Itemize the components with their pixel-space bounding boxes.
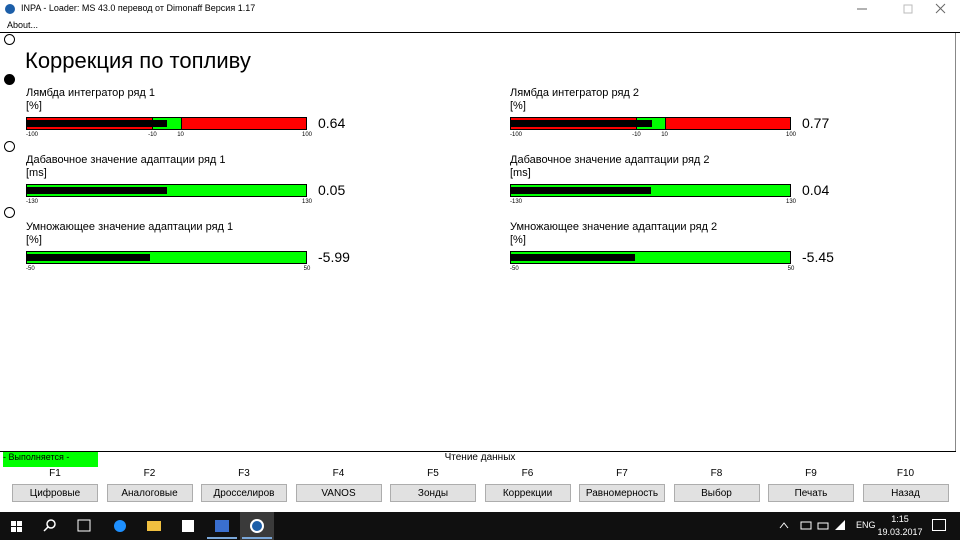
function-key: F9 (805, 468, 817, 479)
radio[interactable] (4, 141, 15, 152)
border (955, 33, 956, 451)
bar-zone-red (180, 117, 307, 130)
gauge-unit: [%] (26, 100, 42, 112)
value-bar (510, 254, 636, 261)
gauge-value: 0.04 (802, 182, 830, 198)
page-title: Коррекция по топливу (25, 48, 251, 73)
value-bar (26, 120, 168, 127)
scale-tick-label: -10 (148, 132, 157, 138)
taskbar-icons[interactable] (0, 512, 300, 540)
scale-tick (636, 117, 638, 130)
gauge-unit: [%] (510, 100, 526, 112)
scale-tick-label: -10 (632, 132, 641, 138)
separator (0, 32, 960, 33)
scale-min: -100 (510, 132, 523, 138)
function-button[interactable]: Зонды (390, 484, 476, 502)
scale-tick-label: 10 (177, 132, 184, 138)
bar-zone-red (664, 117, 791, 130)
gauge-unit: [%] (510, 234, 526, 246)
function-key: F4 (332, 468, 345, 479)
function-button[interactable]: Печать (768, 484, 854, 502)
scale-tick (664, 117, 666, 130)
function-button[interactable]: Коррекции (484, 484, 571, 502)
gauge-label: Лямбда интегратор ряд 2 (510, 87, 640, 99)
gauge-unit: [%] (26, 234, 42, 246)
function-button[interactable]: Назад (862, 484, 949, 502)
gauge-value: -5.45 (802, 249, 834, 265)
gauge-unit: [ms] (510, 167, 531, 179)
value-bar (510, 187, 651, 194)
gauge-label: Дабавочное значение адаптации ряд 2 (510, 154, 710, 166)
gauge-value: 0.64 (318, 115, 346, 131)
function-key: F2 (143, 468, 156, 479)
tray-icons[interactable] (775, 512, 850, 540)
scale-min: -130 (510, 199, 523, 205)
gauge-value: 0.77 (802, 115, 830, 131)
scale-min: -130 (26, 199, 39, 205)
function-button[interactable]: Выбор (673, 484, 760, 502)
function-button[interactable]: Равномерность (579, 484, 665, 502)
radio[interactable] (4, 207, 15, 218)
window-title: INPA - Loader: MS 43.0 перевод от Dimona… (21, 3, 256, 13)
scale-max: 100 (785, 132, 796, 138)
clock-date[interactable]: 19.03.2017 (877, 527, 923, 537)
gauge-unit: [ms] (26, 167, 47, 179)
clock-time[interactable]: 1:15 (891, 514, 909, 524)
scale-tick (152, 117, 154, 130)
language[interactable]: ENG (856, 520, 876, 530)
scale-min: -50 (510, 266, 519, 272)
gauge-label: Дабавочное значение адаптации ряд 1 (26, 154, 226, 166)
function-key: F8 (710, 468, 723, 479)
notifications[interactable] (932, 519, 946, 531)
function-key: F7 (616, 468, 628, 479)
scale-min: -100 (26, 132, 39, 138)
scale-max: 130 (301, 199, 312, 205)
separator (0, 451, 956, 452)
scale-max: 130 (785, 199, 796, 205)
scale-min: -50 (26, 266, 35, 272)
function-button[interactable]: Дросселиров (201, 484, 287, 502)
scale-max: 50 (303, 266, 311, 272)
gauge-label: Умножающее значение адаптации ряд 1 (26, 221, 234, 233)
scale-max: 50 (787, 266, 795, 272)
gauge-label: Умножающее значение адаптации ряд 2 (510, 221, 718, 233)
title-bar (0, 0, 960, 18)
function-button[interactable]: Аналоговые (106, 484, 193, 502)
function-button[interactable]: Цифровые (12, 484, 98, 502)
function-button[interactable]: VANOS (295, 484, 382, 502)
value-bar (26, 187, 167, 194)
scale-tick (180, 117, 182, 130)
function-key: F1 (49, 468, 61, 479)
status-message: Чтение данных (444, 452, 516, 463)
function-key: F3 (238, 468, 250, 479)
status-state: - Выполняется - (3, 452, 98, 467)
app-icon (5, 4, 15, 14)
radio[interactable] (4, 74, 15, 85)
gauge-label: Лямбда интегратор ряд 1 (26, 87, 156, 99)
value-bar (510, 120, 652, 127)
menu-item[interactable]: About... (7, 20, 39, 30)
function-key: F5 (427, 468, 439, 479)
gauge-value: 0.05 (318, 182, 346, 198)
window-controls[interactable] (850, 0, 960, 18)
value-bar (26, 254, 150, 261)
function-key: F10 (896, 468, 915, 479)
scale-tick-label: 10 (661, 132, 668, 138)
function-key: F6 (521, 468, 534, 479)
scale-max: 100 (301, 132, 312, 138)
gauge-value: -5.99 (318, 249, 350, 265)
radio[interactable] (4, 34, 15, 45)
